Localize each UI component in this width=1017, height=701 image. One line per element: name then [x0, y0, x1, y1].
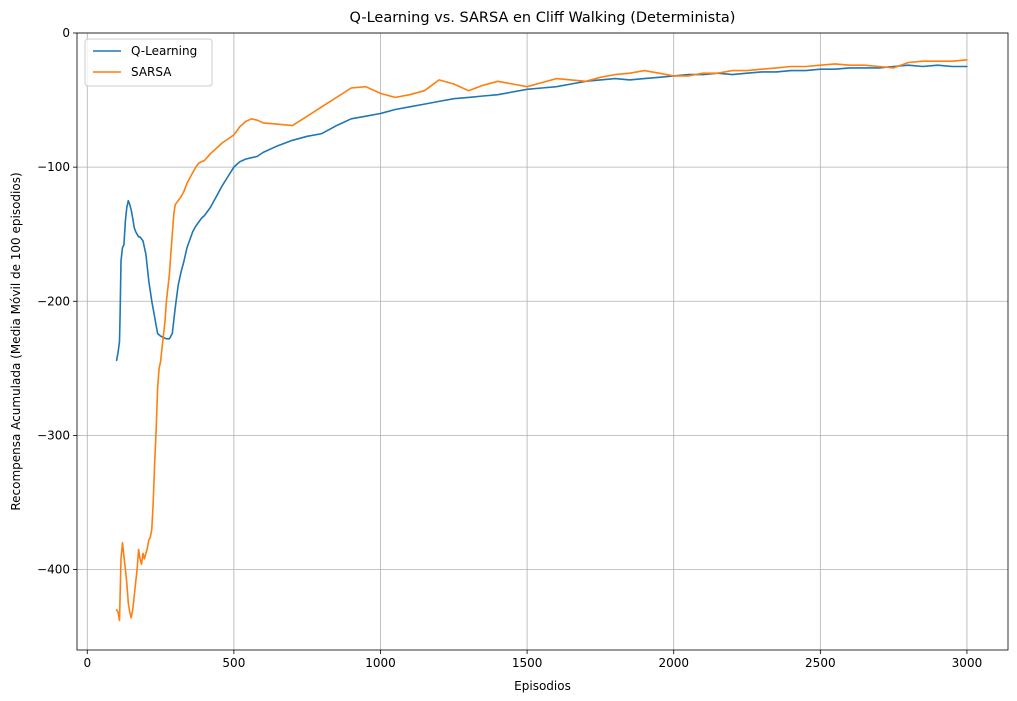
series-line-sarsa — [115, 58, 968, 622]
chart-title: Q-Learning vs. SARSA en Cliff Walking (D… — [350, 10, 736, 26]
y-tick-label: 0 — [62, 26, 70, 40]
y-tick-label: −300 — [37, 428, 70, 442]
y-tick-label: −400 — [37, 563, 70, 577]
gridlines — [77, 32, 1008, 650]
legend: Q-Learning SARSA — [84, 38, 213, 87]
series-line-q-learning — [115, 64, 968, 362]
y-tick-label: −100 — [37, 160, 70, 174]
y-axis-label: Recompensa Acumulada (Media Móvil de 100… — [9, 172, 23, 510]
x-tick-label: 2000 — [658, 656, 689, 670]
x-axis-label: Episodios — [514, 679, 571, 693]
x-tick-label: 0 — [83, 656, 91, 670]
x-tick-label: 500 — [222, 656, 245, 670]
x-tick-label: 1500 — [512, 656, 543, 670]
y-axis: −400 −300 −200 −100 0 — [37, 26, 77, 577]
legend-label: SARSA — [131, 65, 172, 79]
x-tick-label: 1000 — [365, 656, 396, 670]
plot-area — [77, 33, 1008, 650]
y-tick-label: −200 — [37, 294, 70, 308]
x-tick-label: 2500 — [805, 656, 836, 670]
plot-frame — [76, 32, 1009, 651]
legend-label: Q-Learning — [131, 44, 197, 58]
x-axis: 0 500 1000 1500 2000 2500 3000 — [83, 650, 982, 670]
series-layer — [115, 58, 968, 622]
x-tick-label: 3000 — [952, 656, 983, 670]
